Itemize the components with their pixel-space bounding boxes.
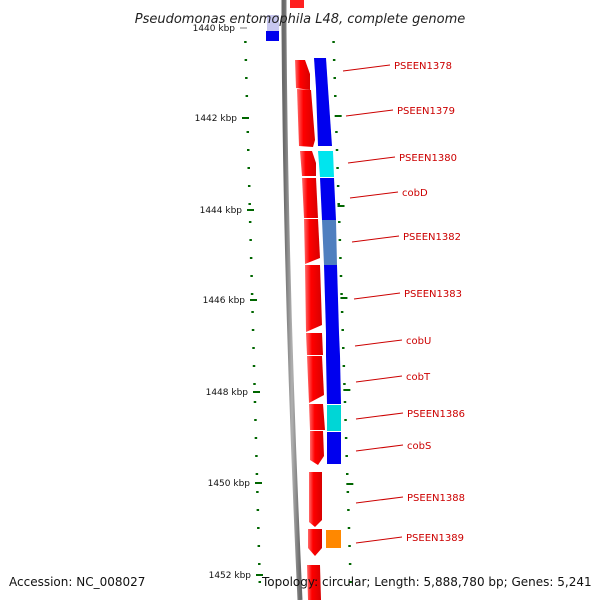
scale-label: 1440 kbp: [193, 24, 236, 34]
tick-rulers: [244, 41, 354, 583]
gene-leader-line: [355, 496, 404, 504]
gene-leader-line: [345, 109, 394, 117]
forward-gene-5: [304, 219, 320, 264]
gene-label[interactable]: PSEEN1389: [406, 533, 464, 544]
gene-block-pseen1380: [318, 151, 334, 177]
gene-leader-line: [354, 339, 403, 347]
gene-leader-line: [349, 191, 399, 199]
forward-gene-13: [307, 565, 321, 600]
forward-gene-8: [307, 356, 324, 403]
feature-top-blue: [266, 31, 279, 41]
scale-label: 1448 kbp: [206, 388, 249, 398]
gene-label[interactable]: PSEEN1379: [397, 106, 455, 117]
scale-label: 1450 kbp: [208, 479, 251, 489]
gene-leader-line: [355, 536, 403, 544]
feature-top-lavender: [267, 15, 279, 31]
gene-block-pseen1389: [326, 530, 341, 548]
gene-label[interactable]: PSEEN1382: [403, 232, 461, 243]
gene-block-cobs: [327, 432, 341, 464]
gene-block-cobd: [320, 178, 336, 220]
forward-gene-2: [297, 89, 315, 147]
feature-top-red: [290, 0, 304, 8]
gene-block-pseen1382: [322, 220, 337, 265]
gene-block-pseen1383: [324, 265, 339, 333]
forward-gene-7: [306, 333, 323, 355]
map-title: Pseudomonas entomophila L48, complete ge…: [135, 12, 466, 27]
gene-leader-line: [342, 64, 391, 72]
accession-text: Accession: NC_008027: [9, 575, 145, 589]
genome-backbone: [281, 0, 303, 600]
gene-leader-line: [347, 156, 396, 164]
gene-block-cobt: [326, 356, 341, 404]
gene-label[interactable]: cobT: [406, 372, 431, 383]
gene-label[interactable]: cobD: [402, 188, 428, 199]
gene-leader-line: [355, 412, 404, 420]
gene-label[interactable]: cobS: [407, 441, 431, 452]
gene-leader-line: [355, 375, 403, 383]
forward-gene-11: [309, 472, 322, 527]
gene-label[interactable]: PSEEN1380: [399, 153, 457, 164]
forward-gene-9: [309, 404, 325, 430]
gene-block-cobu: [326, 333, 340, 356]
gene-label[interactable]: PSEEN1383: [404, 289, 462, 300]
forward-gene-10: [310, 431, 324, 465]
forward-gene-4: [302, 178, 318, 218]
gene-leader-line: [353, 292, 401, 300]
forward-gene-12: [308, 529, 322, 556]
gene-label[interactable]: cobU: [406, 336, 431, 347]
gene-label[interactable]: PSEEN1378: [394, 61, 452, 72]
forward-gene-3: [300, 151, 316, 176]
scale-label: 1452 kbp: [209, 571, 252, 581]
forward-gene-1: [295, 60, 310, 90]
gene-leader-line: [355, 444, 404, 452]
gene-block-pseen1378: [314, 58, 328, 88]
scale-label: 1446 kbp: [203, 296, 246, 306]
gene-block-pseen1386: [327, 405, 341, 431]
gene-leader-line: [351, 235, 400, 243]
gene-label[interactable]: PSEEN1388: [407, 493, 465, 504]
scale-label: 1442 kbp: [195, 114, 238, 124]
forward-gene-6: [305, 265, 322, 332]
scale-label: 1444 kbp: [200, 206, 243, 216]
gene-block-pseen1379: [316, 88, 332, 146]
gene-label[interactable]: PSEEN1386: [407, 409, 465, 420]
topology-text: Topology: circular; Length: 5,888,780 bp…: [261, 575, 592, 589]
